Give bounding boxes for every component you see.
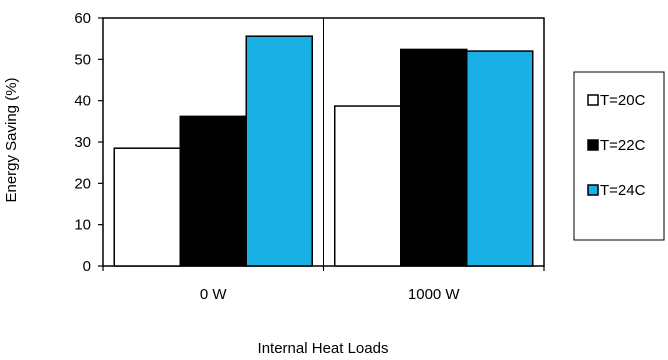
legend-label: T=20C — [600, 92, 646, 109]
y-tick-label: 60 — [74, 10, 91, 27]
legend-swatch — [587, 184, 599, 196]
bar-t-20c-1 — [334, 105, 402, 267]
x-axis-title: Internal Heat Loads — [258, 340, 389, 357]
y-tick-label: 50 — [74, 51, 91, 68]
legend-swatch — [587, 139, 599, 151]
y-tick-label: 40 — [74, 93, 91, 110]
bars — [113, 35, 534, 267]
y-axis: 0 10 20 30 40 50 60 — [74, 10, 103, 275]
x-tick-label: 0 W — [200, 286, 228, 303]
bar-t-24c-0 — [245, 35, 313, 267]
legend: T=20C T=22C T=24C — [573, 71, 665, 241]
bar-t-22c-1 — [400, 48, 468, 267]
legend-swatch — [587, 94, 599, 106]
bar-t-20c-0 — [113, 147, 181, 267]
legend-label: T=24C — [600, 182, 646, 199]
y-tick-label: 20 — [74, 175, 91, 192]
y-tick-label: 10 — [74, 217, 91, 234]
legend-box — [573, 71, 665, 241]
y-axis-title: Energy Saving (%) — [3, 77, 20, 202]
bar-t-24c-1 — [466, 50, 534, 267]
y-tick-label: 0 — [83, 258, 91, 275]
y-tick-label: 30 — [74, 134, 91, 151]
x-axis: 0 W 1000 W — [102, 266, 545, 303]
x-tick-label: 1000 W — [408, 286, 461, 303]
bar-t-22c-0 — [179, 115, 247, 267]
legend-label: T=22C — [600, 137, 646, 154]
